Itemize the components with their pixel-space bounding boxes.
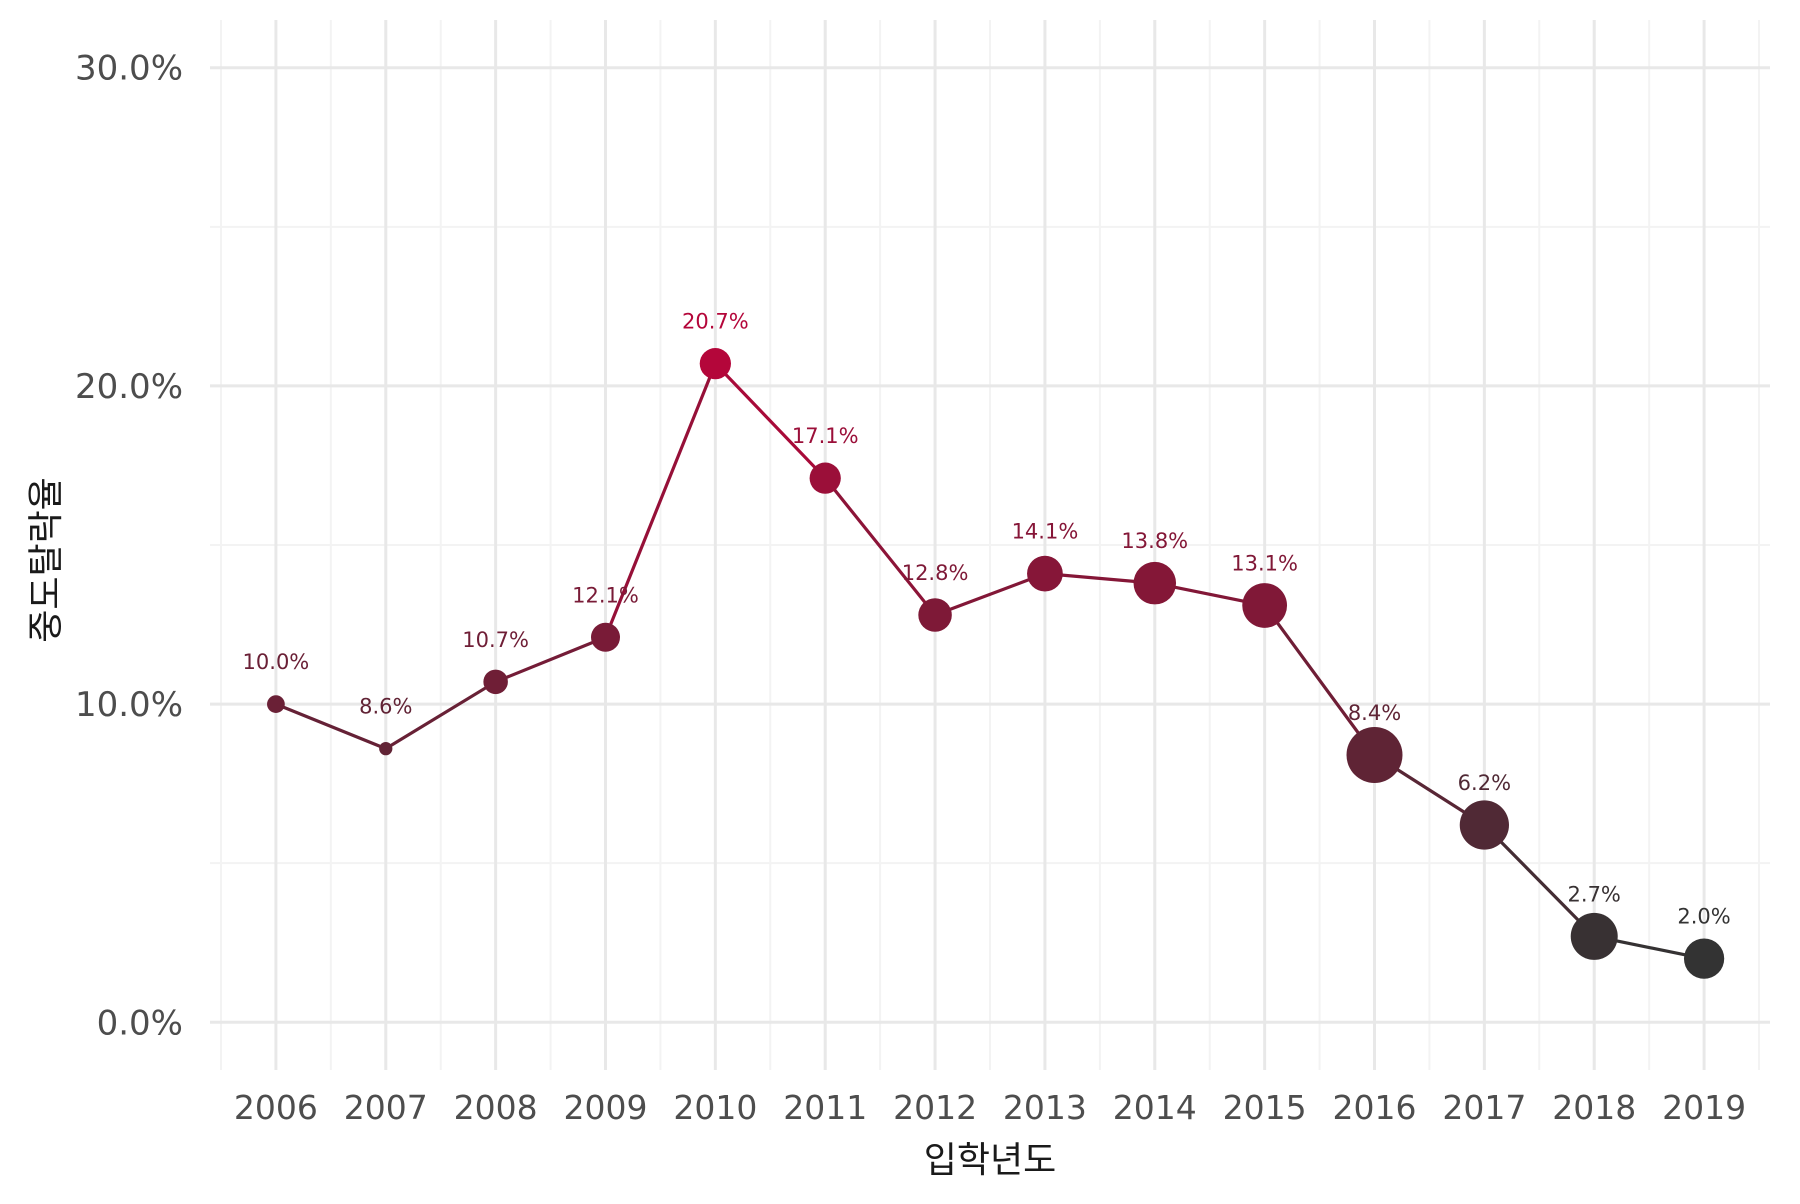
y-tick-label: 10.0%: [75, 685, 183, 725]
data-point: [1683, 938, 1725, 979]
data-label: 10.7%: [462, 628, 529, 652]
data-label: 8.6%: [359, 695, 412, 719]
x-tick-label: 2012: [893, 1088, 977, 1127]
data-label: 13.8%: [1121, 529, 1188, 553]
grid: [210, 20, 1770, 1070]
x-tick-label: 2006: [234, 1088, 318, 1127]
y-tick-label: 30.0%: [75, 49, 183, 89]
x-tick-label: 2007: [344, 1088, 428, 1127]
x-tick-label: 2008: [454, 1088, 538, 1127]
line-segment: [823, 476, 937, 617]
data-point: [379, 742, 393, 756]
data-label: 12.1%: [572, 583, 639, 607]
x-tick-label: 2018: [1552, 1088, 1636, 1127]
data-label: 2.7%: [1568, 882, 1621, 906]
line-segment: [713, 362, 827, 480]
x-tick-label: 2017: [1442, 1088, 1526, 1127]
line-segment: [494, 635, 608, 684]
data-label: 17.1%: [792, 424, 859, 448]
line-segment: [384, 680, 498, 751]
data-point: [1027, 555, 1063, 592]
data-point: [590, 622, 620, 652]
y-axis-ticks: 0.0% 10.0% 20.0% 30.0%: [75, 49, 183, 1044]
data-label: 13.1%: [1231, 551, 1298, 575]
y-tick-label: 0.0%: [97, 1003, 183, 1043]
data-point: [809, 462, 841, 494]
data-label: 6.2%: [1458, 771, 1511, 795]
data-point: [1459, 800, 1509, 850]
data-label: 8.4%: [1348, 701, 1401, 725]
data-label: 10.0%: [243, 650, 310, 674]
data-label: 14.1%: [1012, 520, 1079, 544]
line-segment: [1482, 823, 1596, 938]
x-tick-label: 2010: [673, 1088, 757, 1127]
line-segment: [603, 362, 717, 639]
data-point: [918, 598, 952, 632]
data-point: [1242, 583, 1288, 628]
x-tick-label: 2016: [1333, 1088, 1417, 1127]
x-tick-label: 2015: [1223, 1088, 1307, 1127]
data-point: [699, 348, 731, 380]
x-axis-title: 입학년도: [924, 1140, 1056, 1181]
data-point: [267, 695, 285, 713]
x-tick-label: 2011: [783, 1088, 867, 1127]
line-segment: [933, 572, 1047, 617]
data-point: [1570, 912, 1618, 960]
x-tick-label: 2009: [564, 1088, 648, 1127]
data-labels: 10.0% 8.6% 10.7% 12.1% 20.7% 17.1% 12.8% 14.1% 1…: [243, 310, 1731, 929]
x-axis-ticks: 2006 2007 2008 2009 2010 2011 2012 2013 2014 2015…: [234, 1088, 1746, 1127]
data-points: [267, 348, 1725, 979]
y-tick-label: 20.0%: [75, 367, 183, 407]
data-label: 12.8%: [902, 561, 969, 585]
data-point: [483, 669, 508, 695]
x-tick-label: 2013: [1003, 1088, 1087, 1127]
data-point: [1133, 561, 1177, 605]
y-axis-title: 중도탈락율: [26, 477, 67, 643]
data-point: [1346, 727, 1403, 783]
data-label: 2.0%: [1677, 905, 1730, 929]
x-tick-label: 2019: [1662, 1088, 1746, 1127]
data-label: 20.7%: [682, 310, 749, 334]
line-segment: [1263, 603, 1377, 757]
line-segment: [274, 702, 388, 751]
x-tick-label: 2014: [1113, 1088, 1197, 1127]
